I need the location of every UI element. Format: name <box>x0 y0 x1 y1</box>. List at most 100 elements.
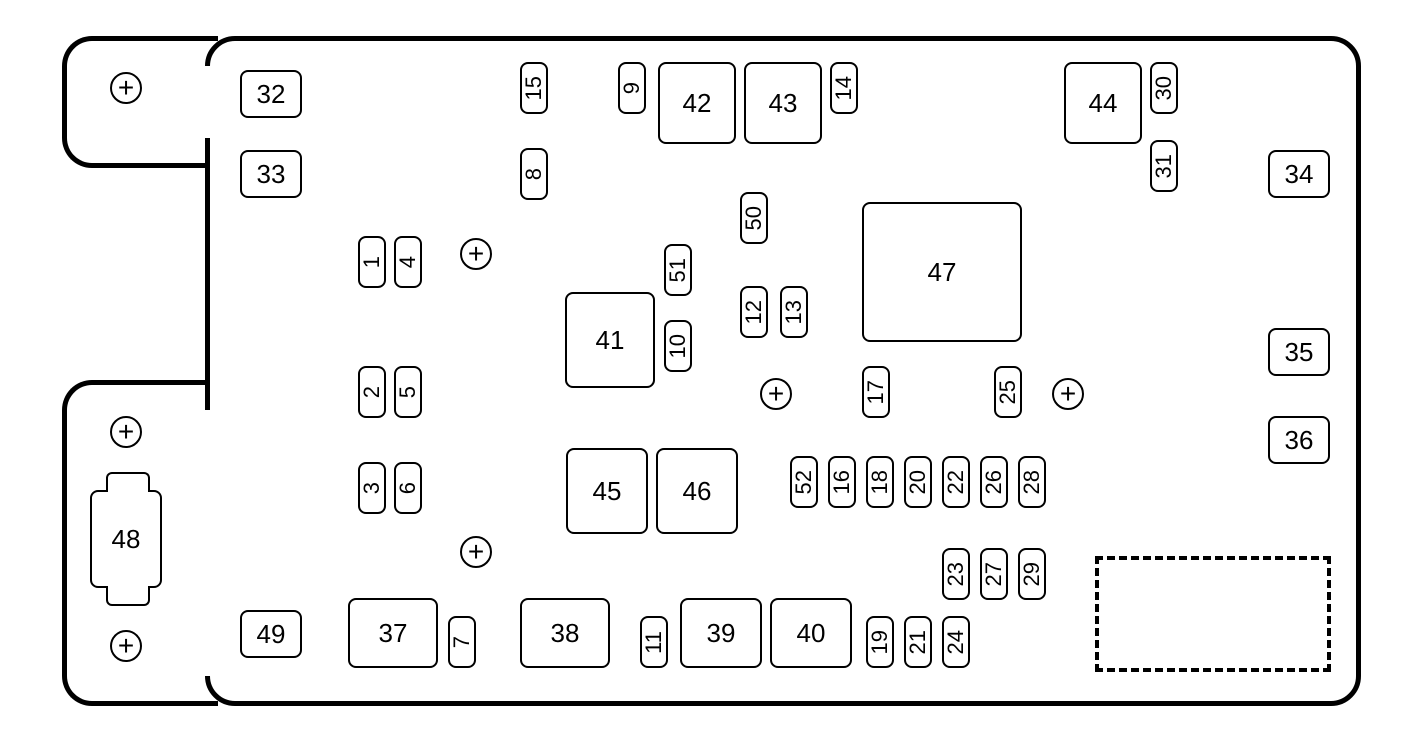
fuse-label: 48 <box>112 524 141 555</box>
fuse-label: 21 <box>905 630 931 654</box>
fuse-slot-13: 13 <box>780 286 808 338</box>
fuse-label: 35 <box>1285 337 1314 368</box>
fuse-slot-31: 31 <box>1150 140 1178 192</box>
fuse-label: 36 <box>1285 425 1314 456</box>
panel-join-mask <box>204 66 211 138</box>
fuse-label: 14 <box>831 76 857 100</box>
fuse-slot-27: 27 <box>980 548 1008 600</box>
fuse-slot-52: 52 <box>790 456 818 508</box>
fuse-label: 39 <box>707 618 736 649</box>
fuse-48: 48 <box>90 490 162 588</box>
fuse-label: 18 <box>867 470 893 494</box>
fuse-slot-29: 29 <box>1018 548 1046 600</box>
fuse-slot-12: 12 <box>740 286 768 338</box>
fuse-slot-4: 4 <box>394 236 422 288</box>
screw-48-top: + <box>110 416 142 448</box>
panel-join-mask <box>204 410 211 676</box>
fuse-label: 12 <box>741 300 767 324</box>
fuse-label: 44 <box>1089 88 1118 119</box>
fuse-slot-30: 30 <box>1150 62 1178 114</box>
fuse-label: 20 <box>905 470 931 494</box>
fuse-slot-20: 20 <box>904 456 932 508</box>
fuse-slot-21: 21 <box>904 616 932 668</box>
fuse-40: 40 <box>770 598 852 668</box>
fuse-label: 26 <box>981 470 1007 494</box>
screw-main-1: + <box>460 238 492 270</box>
fuse-label: 22 <box>943 470 969 494</box>
fuse-41: 41 <box>565 292 655 388</box>
panel-top-tab <box>62 36 218 168</box>
fuse-39: 39 <box>680 598 762 668</box>
fuse-slot-50: 50 <box>740 192 768 244</box>
fuse-44: 44 <box>1064 62 1142 144</box>
fuse-slot-7: 7 <box>448 616 476 668</box>
fuse-slot-25: 25 <box>994 366 1022 418</box>
screw-main-3: + <box>760 378 792 410</box>
fuse-48-body: 48 <box>90 490 162 588</box>
fuse-slot-22: 22 <box>942 456 970 508</box>
fuse-label: 42 <box>683 88 712 119</box>
fuse-slot-9: 9 <box>618 62 646 114</box>
fuse-slot-11: 11 <box>640 616 668 668</box>
fuse-label: 45 <box>593 476 622 507</box>
fuse-33: 33 <box>240 150 302 198</box>
fuse-36: 36 <box>1268 416 1330 464</box>
fuse-47: 47 <box>862 202 1022 342</box>
fuse-35: 35 <box>1268 328 1330 376</box>
fuse-label: 37 <box>379 618 408 649</box>
fuse-label: 33 <box>257 159 286 190</box>
fuse-label: 23 <box>943 562 969 586</box>
fuse-label: 38 <box>551 618 580 649</box>
fuse-slot-14: 14 <box>830 62 858 114</box>
fuse-slot-51: 51 <box>664 244 692 296</box>
fuse-label: 49 <box>257 619 286 650</box>
fuse-48-tab-bottom <box>106 586 150 606</box>
fuse-slot-6: 6 <box>394 462 422 514</box>
fuse-slot-2: 2 <box>358 366 386 418</box>
fuse-label: 7 <box>449 636 475 648</box>
fuse-box-diagram: 48 3233493435363738394041424344454647 14… <box>0 0 1419 740</box>
fuse-slot-15: 15 <box>520 62 548 114</box>
fuse-label: 19 <box>867 630 893 654</box>
fuse-label: 31 <box>1151 154 1177 178</box>
fuse-label: 50 <box>741 206 767 230</box>
fuse-label: 1 <box>359 256 385 268</box>
screw-tab-top: + <box>110 72 142 104</box>
fuse-label: 5 <box>395 386 421 398</box>
fuse-slot-1: 1 <box>358 236 386 288</box>
fuse-42: 42 <box>658 62 736 144</box>
fuse-label: 43 <box>769 88 798 119</box>
fuse-label: 47 <box>928 257 957 288</box>
fuse-slot-24: 24 <box>942 616 970 668</box>
reserved-slot-dashed <box>1095 556 1331 672</box>
fuse-label: 32 <box>257 79 286 110</box>
fuse-label: 24 <box>943 630 969 654</box>
fuse-48-tab-top <box>106 472 150 492</box>
fuse-slot-18: 18 <box>866 456 894 508</box>
plus-icon: + <box>1060 380 1076 408</box>
fuse-label: 52 <box>791 470 817 494</box>
fuse-slot-26: 26 <box>980 456 1008 508</box>
fuse-slot-5: 5 <box>394 366 422 418</box>
fuse-slot-23: 23 <box>942 548 970 600</box>
fuse-label: 16 <box>829 470 855 494</box>
fuse-label: 8 <box>521 168 547 180</box>
fuse-32: 32 <box>240 70 302 118</box>
fuse-slot-28: 28 <box>1018 456 1046 508</box>
fuse-45: 45 <box>566 448 648 534</box>
plus-icon: + <box>118 74 134 102</box>
fuse-label: 46 <box>683 476 712 507</box>
fuse-label: 15 <box>521 76 547 100</box>
fuse-49: 49 <box>240 610 302 658</box>
fuse-label: 34 <box>1285 159 1314 190</box>
fuse-label: 9 <box>619 82 645 94</box>
fuse-label: 6 <box>395 482 421 494</box>
fuse-label: 27 <box>981 562 1007 586</box>
fuse-label: 13 <box>781 300 807 324</box>
fuse-label: 25 <box>995 380 1021 404</box>
plus-icon: + <box>768 380 784 408</box>
fuse-slot-17: 17 <box>862 366 890 418</box>
fuse-label: 3 <box>359 482 385 494</box>
fuse-label: 51 <box>665 258 691 282</box>
fuse-37: 37 <box>348 598 438 668</box>
